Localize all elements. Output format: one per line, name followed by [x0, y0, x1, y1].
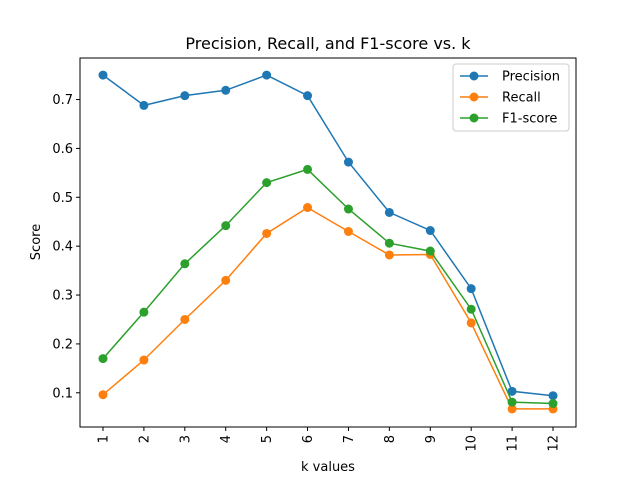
series-line-recall [102, 206, 553, 410]
data-point [384, 250, 394, 260]
y-tick-label: 0.4 [52, 240, 73, 255]
data-point [425, 246, 435, 256]
data-point [548, 391, 558, 401]
data-point [262, 178, 272, 188]
data-point [425, 226, 435, 236]
data-point [98, 70, 108, 80]
data-point [343, 157, 353, 167]
y-tick-label: 0.6 [52, 142, 73, 157]
data-point [507, 386, 517, 396]
y-tick-label: 0.7 [52, 93, 73, 108]
data-point [139, 100, 149, 110]
data-point [548, 399, 558, 409]
series-line-precision [102, 74, 554, 397]
y-axis-label: Score [29, 224, 44, 260]
x-tick-label: 8 [383, 435, 398, 443]
data-point [507, 397, 517, 407]
data-point [139, 307, 149, 317]
data-point [262, 228, 272, 238]
data-point [180, 259, 190, 269]
x-axis-label: k values [301, 460, 355, 475]
data-point [303, 164, 313, 174]
legend-label: Precision [502, 70, 560, 85]
legend-box [452, 63, 570, 132]
x-tick-label: 6 [301, 435, 316, 443]
x-tick-label: 2 [137, 435, 152, 443]
x-tick-label: 1 [97, 435, 112, 443]
y-tick-label: 0.5 [52, 191, 73, 206]
legend-label: F1-score [502, 112, 557, 127]
y-tick-label: 0.3 [52, 289, 73, 304]
data-point [180, 91, 190, 101]
data-point [466, 318, 476, 328]
x-tick-label: 12 [547, 435, 562, 452]
data-point [466, 284, 476, 294]
data-point [384, 238, 394, 248]
y-tick-label: 0.1 [52, 386, 73, 401]
data-point [180, 314, 190, 324]
data-point [466, 304, 476, 314]
data-point [303, 203, 313, 213]
series-layer [98, 70, 558, 414]
data-point [139, 355, 149, 365]
data-point [98, 354, 108, 364]
y-axis: 0.1 0.2 0.3 0.4 0.5 0.6 0.7 [52, 93, 80, 401]
x-tick-label: 7 [342, 435, 357, 443]
data-point [221, 221, 231, 231]
x-tick-label: 11 [506, 435, 521, 452]
data-point [384, 207, 394, 217]
data-point [221, 275, 231, 285]
data-point [262, 70, 272, 80]
data-point [343, 227, 353, 237]
legend-marker [469, 113, 479, 123]
x-tick-label: 10 [465, 435, 480, 452]
legend-marker [469, 71, 479, 81]
series-line-f1-score [102, 168, 554, 405]
x-tick-label: 3 [178, 435, 193, 443]
legend: Precision Recall F1-score [452, 63, 570, 132]
data-point [221, 85, 231, 95]
data-point [343, 204, 353, 214]
chart-title: Precision, Recall, and F1-score vs. k [185, 34, 471, 53]
data-point [303, 91, 313, 101]
x-tick-label: 5 [260, 435, 275, 443]
y-tick-label: 0.2 [52, 337, 73, 352]
x-tick-label: 9 [424, 435, 439, 443]
legend-label: Recall [502, 91, 541, 106]
legend-marker [469, 92, 479, 102]
data-point [507, 404, 517, 414]
x-tick-label: 4 [219, 435, 234, 443]
data-point [98, 390, 108, 400]
x-axis: 1 2 3 4 5 6 7 8 9 10 11 12 [97, 427, 562, 452]
